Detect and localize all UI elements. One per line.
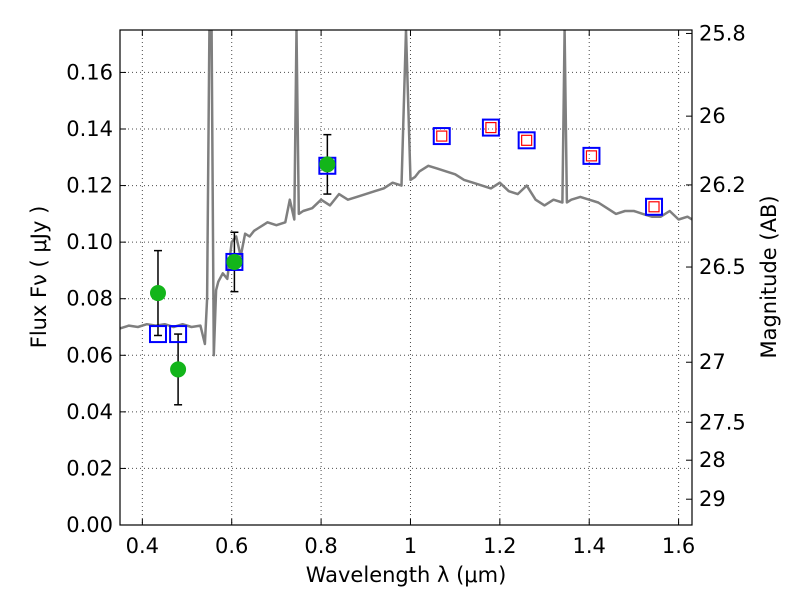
model-square-marker — [432, 127, 451, 146]
observed-point — [226, 253, 243, 270]
x-tick-label: 0.6 — [215, 534, 248, 558]
y2-tick-label: 29 — [699, 487, 726, 511]
model-square-marker — [481, 118, 500, 137]
model-square-marker — [645, 197, 664, 216]
y2-tick-label: 26.5 — [699, 255, 746, 279]
spectrum-line — [120, 30, 692, 357]
y-tick-label: 0.12 — [66, 174, 113, 198]
observed-point — [319, 156, 336, 173]
red-square-marker — [585, 150, 598, 162]
y2-tick-label: 25.8 — [699, 21, 746, 45]
x-axis-label: Wavelength λ (μm) — [306, 563, 507, 587]
plot-frame — [119, 29, 693, 526]
x-tick-label: 1 — [404, 534, 417, 558]
model-square-marker — [517, 131, 536, 150]
y2-tick-label: 27.5 — [699, 410, 746, 434]
axis-ticks: 0.4 0.6 0.8 1 1.2 1.4 1.6 0.00 0.02 0.04 0.06 0.08 0… — [66, 21, 746, 558]
red-square-marker — [648, 201, 660, 213]
plot-area — [120, 30, 692, 525]
spectrum-layer — [120, 30, 692, 357]
y-tick-label: 0.14 — [66, 117, 113, 141]
y2-axis-label: Magnitude (AB) — [757, 195, 781, 358]
marker-layer — [148, 118, 664, 406]
model-square-marker — [148, 325, 167, 344]
observed-point — [149, 285, 166, 302]
model-square-marker — [582, 146, 601, 165]
y2-tick-label: 27 — [699, 350, 726, 374]
x-tick-label: 1.4 — [573, 534, 606, 558]
x-tick-label: 1.6 — [662, 534, 695, 558]
x-tick-label: 1.2 — [483, 534, 516, 558]
y-tick-label: 0.16 — [66, 60, 113, 84]
y-axis-label: Flux Fν ( μJy ) — [27, 206, 51, 349]
y-tick-label: 0.04 — [66, 400, 113, 424]
observed-point — [170, 361, 187, 378]
y-tick-label: 0.08 — [66, 287, 113, 311]
y-tick-label: 0.02 — [66, 456, 113, 480]
y2-tick-label: 26.2 — [699, 173, 746, 197]
y-tick-label: 0.06 — [66, 343, 113, 367]
x-tick-label: 0.4 — [126, 534, 159, 558]
y2-tick-label: 28 — [699, 448, 726, 472]
y-tick-label: 0.10 — [66, 230, 113, 254]
x-tick-label: 0.8 — [304, 534, 337, 558]
y2-tick-label: 26 — [699, 104, 726, 128]
y-tick-label: 0.00 — [66, 513, 113, 537]
model-square-marker — [169, 325, 188, 344]
red-square-marker — [436, 130, 448, 142]
red-square-marker — [521, 134, 533, 146]
red-square-marker — [485, 121, 497, 134]
